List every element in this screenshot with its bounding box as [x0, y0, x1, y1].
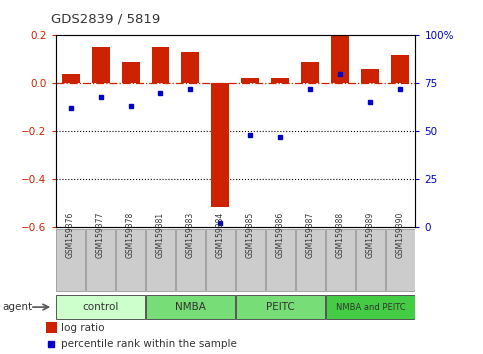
Bar — [146, 295, 235, 319]
Bar — [301, 62, 319, 83]
Bar — [271, 79, 289, 83]
Bar — [355, 229, 385, 291]
Text: GSM159385: GSM159385 — [246, 211, 255, 258]
Bar — [61, 74, 80, 83]
Bar — [326, 229, 355, 291]
Text: log ratio: log ratio — [61, 322, 105, 333]
Bar — [182, 52, 199, 83]
Bar — [152, 47, 170, 83]
Bar — [46, 322, 57, 333]
Bar — [331, 35, 349, 83]
Text: GSM159386: GSM159386 — [276, 211, 285, 258]
Text: GSM159387: GSM159387 — [306, 211, 315, 258]
Text: percentile rank within the sample: percentile rank within the sample — [61, 339, 237, 349]
Text: GSM159390: GSM159390 — [396, 211, 405, 258]
Text: GSM159376: GSM159376 — [66, 211, 75, 258]
Bar — [326, 295, 415, 319]
Text: GDS2839 / 5819: GDS2839 / 5819 — [51, 12, 160, 25]
Bar — [176, 229, 205, 291]
Text: GSM159383: GSM159383 — [186, 211, 195, 258]
Text: PEITC: PEITC — [266, 302, 295, 312]
Bar — [56, 229, 85, 291]
Bar — [116, 229, 145, 291]
Text: NMBA: NMBA — [175, 302, 206, 312]
Bar — [242, 79, 259, 83]
Bar — [122, 62, 140, 83]
Bar — [146, 229, 175, 291]
Bar — [296, 229, 325, 291]
Bar — [212, 83, 229, 207]
Text: control: control — [82, 302, 119, 312]
Text: GSM159389: GSM159389 — [366, 211, 375, 258]
Bar — [92, 47, 110, 83]
Bar — [56, 295, 145, 319]
Bar — [236, 295, 325, 319]
Text: GSM159378: GSM159378 — [126, 211, 135, 258]
Bar — [266, 229, 295, 291]
Text: GSM159388: GSM159388 — [336, 212, 345, 258]
Text: NMBA and PEITC: NMBA and PEITC — [336, 303, 405, 312]
Text: agent: agent — [2, 302, 32, 312]
Bar — [361, 69, 379, 83]
Bar — [391, 55, 410, 83]
Bar — [236, 229, 265, 291]
Text: GSM159377: GSM159377 — [96, 211, 105, 258]
Bar — [206, 229, 235, 291]
Bar — [86, 229, 115, 291]
Text: GSM159381: GSM159381 — [156, 212, 165, 258]
Text: GSM159384: GSM159384 — [216, 211, 225, 258]
Bar — [386, 229, 415, 291]
